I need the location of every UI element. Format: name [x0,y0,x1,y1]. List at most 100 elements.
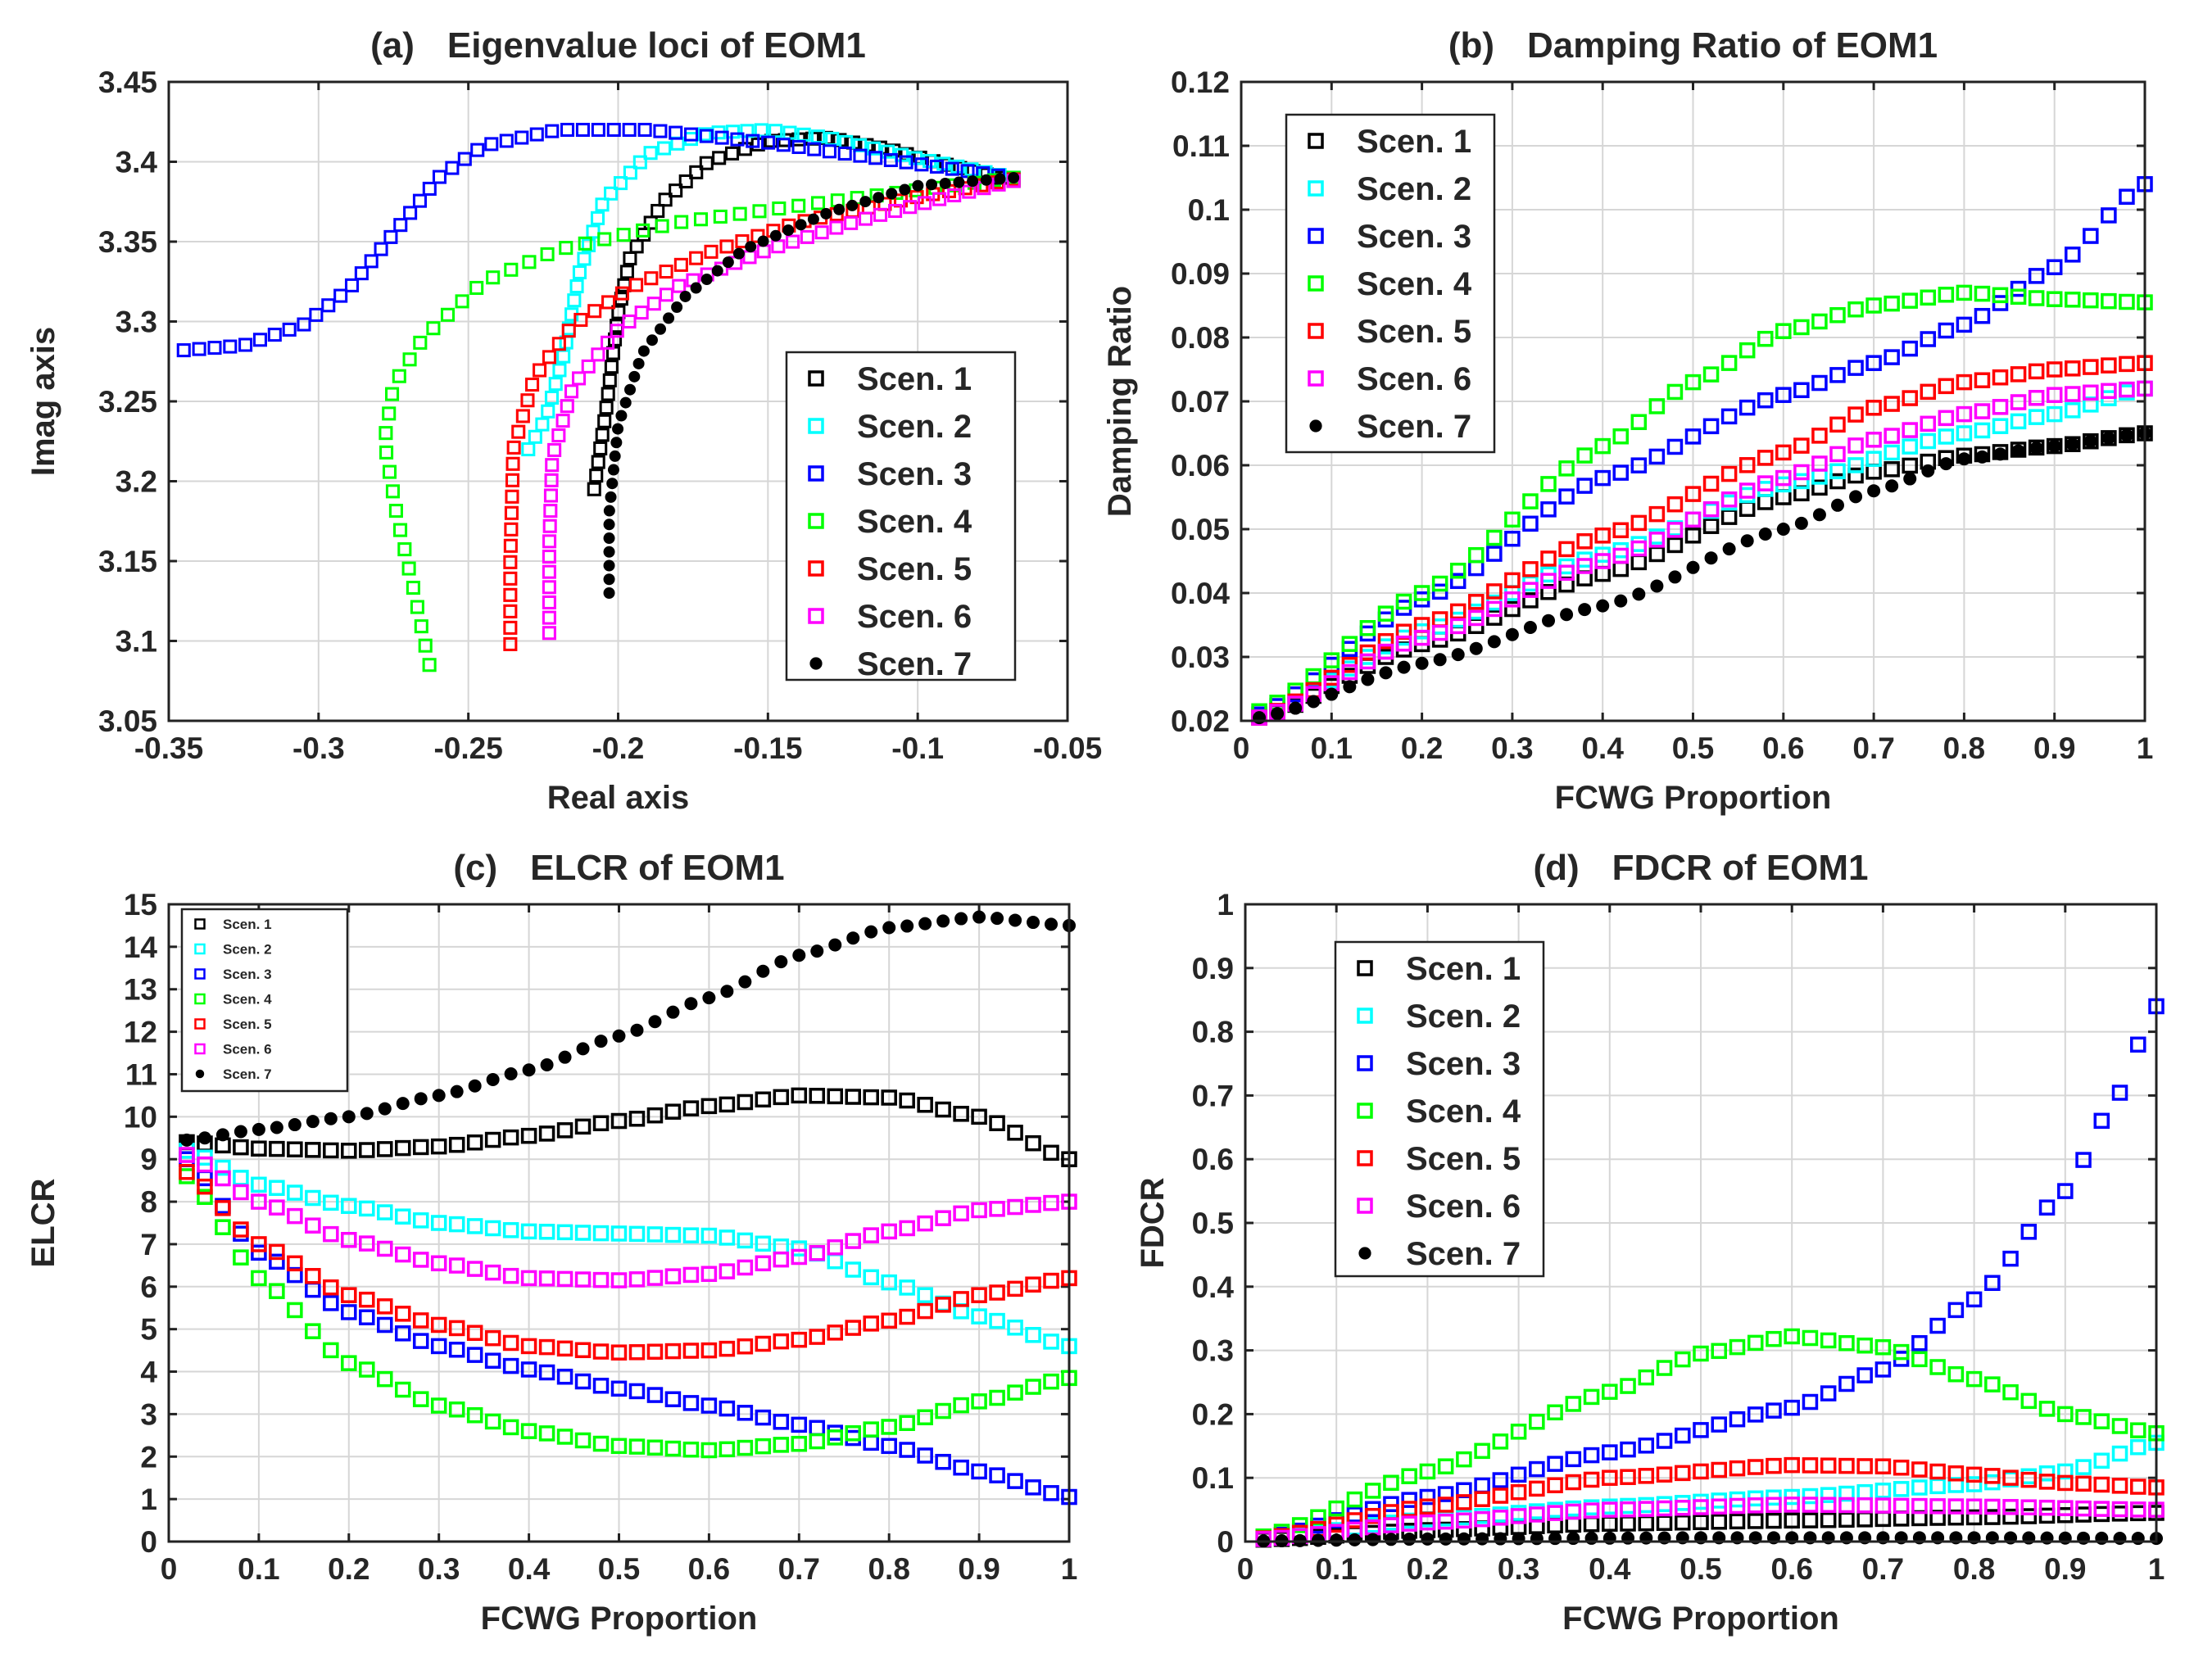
data-point [2002,1499,2019,1515]
data-point [2010,394,2027,410]
data-point [2020,1224,2038,1240]
data-point [1920,331,1937,347]
data-point [899,183,911,196]
data-point [1865,355,1882,371]
legend-marker [194,1043,206,1055]
data-point [644,271,659,286]
series-6 [1255,1497,2165,1547]
data-point [382,464,397,479]
data-point [1566,1532,1580,1546]
data-point [659,264,673,279]
chart-title: (a) Eigenvalue loci of EOM1 [370,25,866,66]
y-tick-label: 3.1 [116,625,157,659]
data-point [1793,437,1810,454]
data-point [520,393,535,408]
data-point [1043,1272,1059,1289]
data-point [1486,529,1503,546]
data-point [515,409,530,423]
data-point [1612,428,1630,445]
data-point [903,200,918,215]
data-point [215,1159,231,1176]
data-point [883,152,898,167]
data-point [989,1115,1005,1131]
data-point [1838,1457,1855,1474]
data-point [719,1340,736,1357]
data-point [522,255,537,269]
x-tick-label: 0 [1233,731,1250,765]
data-point [671,301,683,314]
data-point [528,429,542,444]
data-point [761,135,776,150]
data-point [1437,1513,1454,1530]
data-point [989,1201,1005,1217]
data-point [288,1118,301,1132]
data-point [1775,387,1792,403]
x-tick-label: -0.2 [592,731,645,765]
panel-title: Eigenvalue loci of EOM1 [447,25,866,66]
data-point [720,985,734,998]
data-point [899,1279,915,1296]
data-point [197,1156,213,1173]
data-point [2046,405,2063,423]
data-point [2119,381,2135,398]
data-point [601,335,615,350]
x-tick-label: 0.9 [2033,731,2075,765]
data-point [1838,1375,1855,1392]
data-point [1911,1461,1928,1478]
data-point [556,1429,573,1445]
data-point [845,1261,861,1278]
data-point [844,215,859,230]
data-point [1271,707,1285,721]
y-tick-label: 13 [124,973,157,1007]
data-point [545,458,560,473]
data-point [466,1261,483,1277]
data-point [646,1226,664,1243]
data-point [1794,516,1808,530]
data-point [484,1131,501,1148]
data-point [1468,609,1485,627]
data-point [1702,366,1720,383]
data-point [560,399,574,414]
data-point [2028,389,2045,406]
data-point [682,1266,700,1284]
data-point [1947,1477,1965,1493]
legend-label: Scen. 1 [1357,124,1471,160]
data-point [1602,1383,1618,1400]
data-point [1956,374,1973,391]
data-point [1565,1503,1582,1520]
data-point [646,1439,664,1456]
x-tick-label: 0.2 [1401,731,1443,765]
data-point [1849,490,1863,504]
data-point [1457,1532,1471,1546]
data-point [379,426,393,441]
data-point [664,1226,682,1243]
data-point [1820,1457,1837,1474]
data-point [269,1180,285,1197]
legend-marker [808,513,824,529]
legend-label: Scen. 4 [1406,1094,1521,1130]
data-point [251,1140,267,1157]
data-point [1856,1337,1873,1354]
y-tick-label: 0.09 [1171,257,1230,291]
data-point [1395,593,1412,610]
series-4 [179,1168,1077,1459]
data-point [1504,572,1521,589]
data-point [700,1098,718,1115]
data-point [1043,1194,1059,1211]
data-point [702,991,716,1005]
legend-marker [194,968,206,980]
data-point [2010,288,2027,306]
data-point [1486,609,1503,626]
data-point [619,265,634,279]
panel-label: (c) [453,848,497,888]
data-point [323,1194,339,1211]
data-point [1025,1327,1041,1343]
data-point [412,1212,429,1229]
data-point [504,522,519,537]
data-point [719,1441,736,1458]
x-tick-label: 0.7 [778,1552,820,1586]
data-point [899,1220,915,1237]
data-point [713,209,728,224]
data-point [1738,457,1756,473]
data-point [1638,1438,1655,1454]
